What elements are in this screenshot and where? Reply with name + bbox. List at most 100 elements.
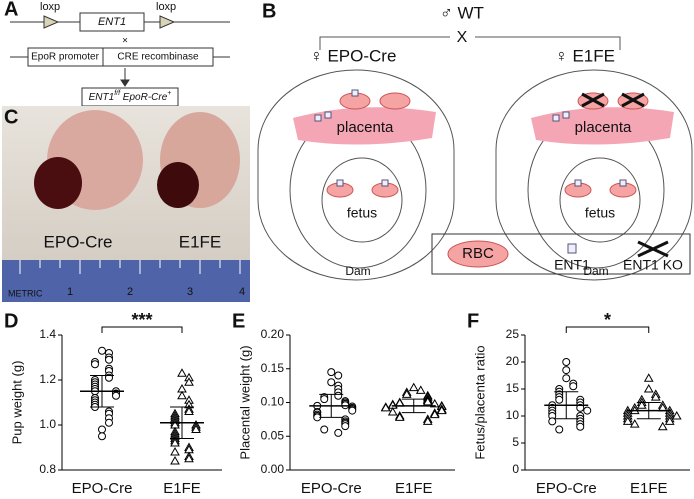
data-point [548,417,557,426]
data-point [422,416,433,425]
y-tick-label: 1.4 [39,327,56,341]
data-point [341,422,350,431]
genotype-part: EpoR-Cre [120,92,168,103]
recombinase-label: CRE recombinase [117,52,199,63]
data-point [664,416,675,425]
significance-label: * [604,310,611,330]
data-point [177,368,187,377]
x-tick-label: E1FE [630,480,668,497]
data-point [170,437,180,447]
loxp-label: loxp [156,1,176,13]
data-point [422,396,433,406]
pup-label: EPO-Cre [44,232,113,251]
ruler-number: 4 [239,286,245,298]
construct-diagram [10,12,230,107]
data-point [380,402,391,412]
placenta-label: placenta [337,119,394,136]
panel-letter: E [232,310,245,332]
mother-label: ♀ EPO-Cre [310,46,396,65]
cross-symbol: × [122,36,128,47]
gene-label: ENT1 [98,16,126,28]
data-point [576,403,585,412]
data-point [191,424,201,433]
data-point [105,418,113,427]
significance-bracket [101,326,183,333]
data-point [429,398,440,408]
data-point [98,432,106,441]
x-tick-label: EPO-Cre [536,480,597,497]
data-point [576,422,585,431]
data-point [671,410,682,420]
data-point [112,391,120,400]
panel-letter: B [262,0,276,22]
data-point [184,406,194,415]
mother-label: ♀ E1FE [555,46,615,65]
legend-label: ENT1 [554,257,590,273]
data-point [98,346,106,355]
photo [2,106,250,302]
data-point [387,406,398,416]
data-point [622,416,633,425]
y-tick-label: 0 [512,462,519,476]
data-point [583,406,592,415]
data-point [562,366,571,375]
legend-label: ENT1 KO [623,257,683,273]
data-point [657,421,668,431]
significance-bracket [565,326,650,333]
data-point [408,382,419,392]
legend-label: RBC [462,245,494,262]
significance-label: *** [131,310,152,330]
data-point [555,425,564,434]
data-point [327,378,336,387]
loxp-label: loxp [40,1,60,13]
data-point [415,385,426,394]
data-point [170,446,180,456]
data-point [562,374,571,383]
y-tick-label: 15 [506,381,520,395]
data-point [348,406,357,415]
data-point [334,371,343,380]
data-point [629,419,640,428]
data-point [334,391,343,400]
fetus-label: fetus [347,205,377,221]
data-point [401,389,412,398]
y-tick-label: 0.20 [261,327,285,341]
x-tick-label: EPO-Cre [301,480,362,497]
y-axis-label: Fetus/placenta ratio [472,345,487,459]
y-tick-label: 0.00 [261,462,285,476]
fetus-label: fetus [585,205,615,221]
panel-letter: C [4,106,18,128]
father-label: ♂ WT [440,3,484,22]
ruler-number: 3 [187,286,193,298]
y-tick-label: 20 [506,354,520,368]
y-tick-label: 1.0 [39,417,56,431]
data-point [394,412,405,421]
genotype-part: f/f [114,90,121,97]
data-point [436,405,447,415]
dam-label: Dam [583,264,608,278]
genotype-part: + [167,90,171,97]
y-tick-label: 0.05 [261,428,285,442]
data-point [320,425,329,434]
genotype-label: ENT1f/f EpoR-Cre+ [89,90,172,102]
data-point [327,368,336,377]
data-point [91,360,99,369]
data-point [105,355,113,364]
data-point [177,390,187,400]
cross-diagram [257,36,693,281]
placenta-label: placenta [575,119,632,136]
y-tick-label: 10 [506,408,520,422]
data-point [320,395,329,404]
data-point [569,382,578,391]
data-point [98,425,106,434]
data-point [643,373,654,382]
x-tick-label: E1FE [163,480,201,497]
cross-symbol: X [457,29,468,46]
x-tick-label: EPO-Cre [72,480,133,497]
y-tick-label: 0.10 [261,395,285,409]
data-point [650,392,661,401]
x-tick-label: E1FE [395,480,433,497]
pup-label: E1FE [179,232,222,251]
